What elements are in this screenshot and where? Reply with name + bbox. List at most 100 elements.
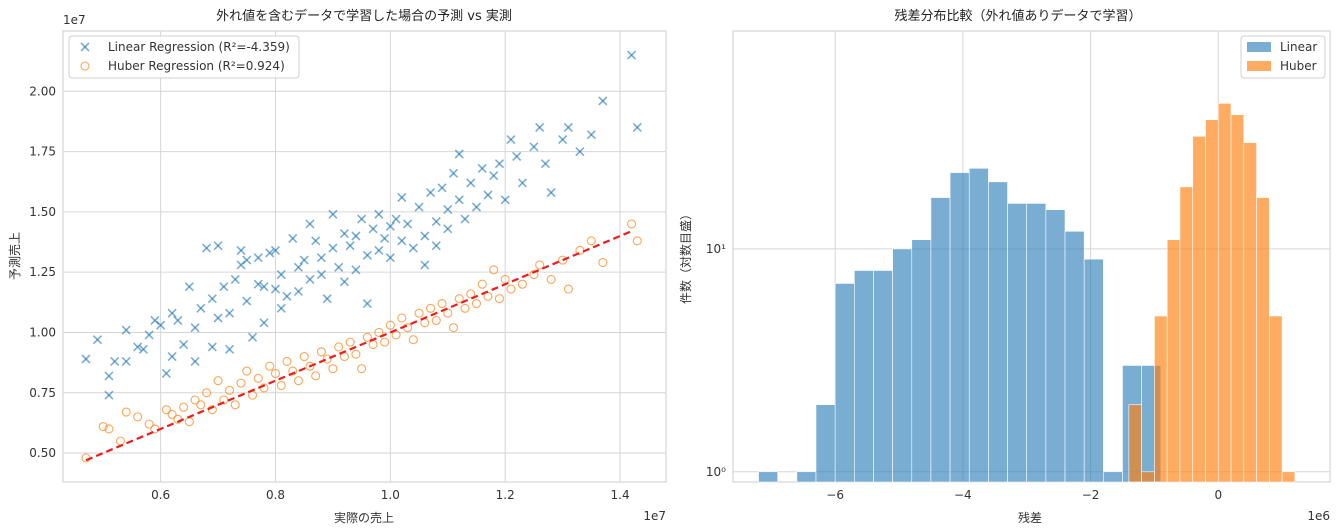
linear-point-stroke [540,159,550,169]
linear-point-stroke [575,147,585,157]
linear-point [92,335,103,345]
linear-point [121,325,131,335]
linear-point [179,339,189,350]
linear-point-stroke [489,171,499,181]
linear-point [632,122,642,133]
linear-point-stroke [92,335,103,345]
linear-point-stroke [374,209,384,219]
linear-point [374,245,384,256]
linear-point-stroke [167,352,177,362]
linear-point [293,262,304,272]
linear-point [173,315,183,325]
linear-point-stroke [253,253,263,263]
huber-point [632,236,642,246]
huber-point [471,298,482,309]
linear-point-stroke [431,241,441,251]
scatter-x-tick-labels: 0.6 0.8 1.0 1.2 1.4 [151,488,630,502]
linear-point-stroke [144,330,154,340]
linear-point [362,250,372,260]
linear-point [477,163,487,174]
linear-point [351,265,361,275]
linear-point [586,130,596,140]
huber-point [598,257,608,268]
linear-point-stroke [454,195,464,205]
linear-point [293,286,304,297]
linear-point-stroke [81,354,91,364]
linear-residual-bar [796,471,817,483]
linear-point [339,229,349,239]
linear-residual-bar [1007,203,1028,483]
huber-point [374,327,384,338]
linear-point [242,255,252,265]
linear-point-stroke [563,122,573,133]
linear-point [167,352,177,362]
linear-point-stroke [443,224,453,234]
linear-point [213,241,223,251]
huber-point [431,315,441,325]
linear-point-stroke [328,243,338,253]
huber-point [270,368,281,379]
huber-point [362,332,372,342]
linear-point [420,260,430,270]
linear-point [299,255,309,265]
linear-residual-bar [930,197,951,483]
scatter-y-tick-label: 2.00 [29,84,56,98]
linear-point [167,308,177,318]
linear-point-stroke [397,236,407,246]
linear-point-stroke [448,168,459,178]
huber-point [311,371,321,381]
huber-point [144,419,154,429]
huber-point [345,337,355,347]
linear-point [385,221,395,231]
linear-residual-bar [1045,209,1066,483]
linear-point [460,214,470,224]
linear-residual-bar [949,172,970,483]
linear-point-stroke [179,339,189,350]
linear-point-stroke [236,245,246,256]
linear-point [242,296,252,306]
linear-regression-points [81,50,642,400]
linear-point-stroke [471,202,482,212]
linear-point [443,204,453,215]
histogram-x-axis-label: 残差 [1018,511,1042,525]
huber-point [535,260,545,270]
linear-point [334,262,344,272]
scatter-y-tick-label: 1.25 [29,265,56,279]
scatter-legend: Linear Regression (R²=-4.359) Huber Regr… [68,35,300,79]
linear-point [305,274,315,284]
linear-point-stroke [385,253,395,263]
linear-point-stroke [276,270,286,280]
linear-point [253,253,263,263]
linear-point [357,214,367,224]
linear-point [224,344,235,354]
histogram-y-tick-label: 10⁰ [706,465,726,479]
linear-point-stroke [466,178,476,188]
huber-point [477,279,487,289]
linear-point-stroke [345,241,355,251]
linear-point [397,192,407,202]
linear-point [483,190,493,200]
linear-residual-bar [873,270,893,483]
linear-point [161,368,171,379]
linear-residual-bar [1103,471,1123,483]
huber-point [460,303,470,313]
linear-point [247,332,258,342]
huber-point [380,337,390,347]
histogram-y-tick-label: 10¹ [706,242,726,256]
linear-point-stroke [259,282,269,292]
linear-point-stroke [161,368,171,379]
huber-point [202,388,212,398]
scatter-y-tick-label: 1.75 [29,145,56,159]
linear-point [397,236,407,246]
huber-point [586,236,596,246]
linear-point [598,96,608,106]
linear-residual-bars [758,167,1162,483]
legend-huber-swatch-icon [1247,61,1271,71]
histogram-y-axis-label: 件数（対数目盛） [678,208,693,304]
linear-point [121,356,131,366]
linear-point-stroke [133,342,143,352]
linear-point [196,303,206,313]
linear-point [512,151,522,161]
linear-point-stroke [362,298,372,309]
